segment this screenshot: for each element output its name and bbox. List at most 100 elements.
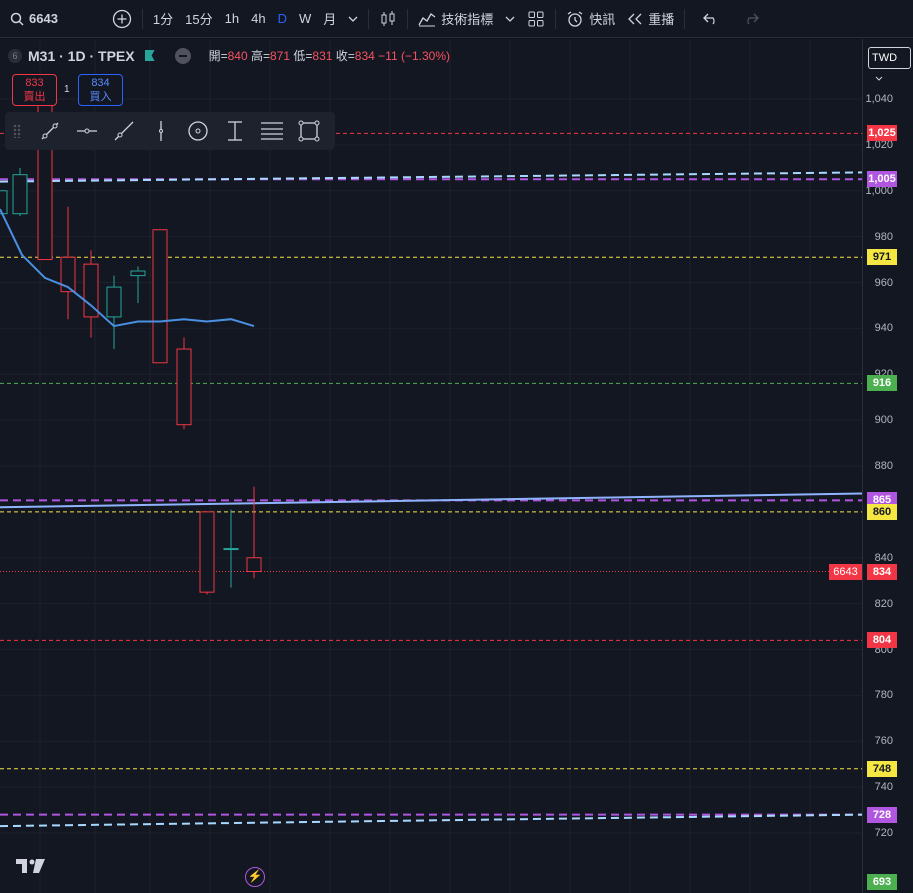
- open-value: 840: [227, 49, 248, 63]
- sell-button[interactable]: 833 賣出: [12, 74, 57, 106]
- currency-label: TWD: [872, 52, 898, 64]
- rectangle-tool[interactable]: [290, 112, 327, 150]
- interval-4h[interactable]: 4h: [251, 11, 266, 26]
- indicators-label: 技術指標: [441, 12, 494, 27]
- candle-body: [223, 548, 239, 551]
- interval-1mo[interactable]: 月: [323, 12, 337, 27]
- tradingview-logo-icon[interactable]: [16, 857, 46, 880]
- candle-body: [246, 557, 262, 573]
- flag-icon[interactable]: [144, 50, 155, 61]
- compare-button[interactable]: [106, 0, 138, 37]
- vertical-line-tool[interactable]: [142, 112, 179, 150]
- interval-1d[interactable]: D: [277, 11, 287, 26]
- horizontal-line-tool[interactable]: [68, 112, 105, 150]
- lightning-icon[interactable]: ⚡: [245, 867, 265, 887]
- fibonacci-icon: [260, 122, 283, 140]
- buy-price: 834: [91, 77, 110, 89]
- circle-icon: [187, 121, 208, 141]
- change-value: −11 (−1.30%): [378, 49, 450, 63]
- price-tick: 1,040: [865, 93, 893, 105]
- indicators-button[interactable]: 技術指標: [412, 0, 499, 37]
- open-label: 開=: [208, 49, 228, 63]
- candle-body: [106, 286, 122, 318]
- trend-line-upper: [0, 171, 862, 183]
- price-level-label-693[interactable]: 693: [867, 874, 897, 890]
- currency-selector[interactable]: TWD: [868, 47, 911, 81]
- candle-body: [199, 511, 215, 593]
- alert-button[interactable]: 快訊: [560, 0, 621, 37]
- price-tick: 840: [874, 551, 893, 564]
- candle-body: [12, 174, 28, 215]
- divider: [368, 8, 370, 29]
- candle-body: [176, 348, 192, 426]
- ohlc-values: 開=840 高=871 低=831 收=834 −11 (−1.30%): [209, 47, 450, 64]
- symbol-title[interactable]: M31 · 1D · TPEX: [28, 47, 135, 64]
- circle-tool[interactable]: [179, 112, 216, 150]
- price-tick: 740: [874, 781, 893, 794]
- price-tick: 960: [874, 276, 893, 289]
- undo-button[interactable]: [689, 0, 733, 37]
- price-level-label-1005[interactable]: 1,005: [867, 171, 897, 188]
- rewind-icon: [628, 13, 642, 24]
- price-level-label-971[interactable]: 971: [867, 249, 897, 266]
- chart-pane[interactable]: 6 M31 · 1D · TPEX 開=840 高=871 低=831 收=83…: [0, 39, 862, 893]
- candle-body: [130, 270, 146, 277]
- long-ma-line: [0, 492, 862, 509]
- legend-badge: 6: [8, 48, 22, 63]
- drag-handle-icon[interactable]: [13, 124, 21, 138]
- trade-quantity[interactable]: 1: [64, 84, 70, 95]
- replay-button[interactable]: 重播: [621, 0, 680, 37]
- redo-button[interactable]: [733, 0, 769, 37]
- divider: [555, 8, 557, 29]
- price-tick: 900: [874, 414, 893, 427]
- price-level-label-748[interactable]: 748: [867, 760, 897, 777]
- chevron-down-icon: [875, 76, 883, 81]
- ma-line: [0, 208, 255, 328]
- price-tick: 1,000: [865, 184, 893, 197]
- search-icon: [10, 12, 24, 26]
- layout-button[interactable]: [521, 0, 551, 37]
- trend-line-lower: [0, 813, 862, 828]
- chevron-down-icon: [505, 16, 515, 22]
- price-level-label-728[interactable]: 728: [867, 806, 897, 823]
- price-tick: 820: [874, 597, 893, 610]
- price-range-tool[interactable]: [216, 112, 253, 150]
- price-level-label-804[interactable]: 804: [867, 632, 897, 649]
- price-level-label-860[interactable]: 860: [867, 503, 897, 520]
- candle-body: [60, 256, 76, 293]
- interval-1m[interactable]: 1分: [152, 12, 174, 27]
- chart-legend: 6 M31 · 1D · TPEX 開=840 高=871 低=831 收=83…: [8, 47, 450, 64]
- indicators-dropdown[interactable]: [499, 0, 521, 37]
- alert-label: 快訊: [589, 12, 616, 27]
- divider: [684, 8, 686, 29]
- price-level-label-1025[interactable]: 1,025: [867, 125, 897, 142]
- chart-type-button[interactable]: [373, 0, 403, 37]
- price-scale[interactable]: TWD 1,040 1,020 1,000 980 960 940 920 900 880 840…: [862, 39, 913, 893]
- price-tick: 760: [874, 735, 893, 748]
- fib-tool[interactable]: [253, 112, 290, 150]
- last-price-symbol-tag: 6643: [829, 563, 862, 580]
- buy-button[interactable]: 834 買入: [78, 74, 123, 106]
- interval-1w[interactable]: W: [298, 11, 312, 26]
- price-tick: 780: [874, 689, 893, 702]
- price-level-label-916[interactable]: 916: [867, 375, 897, 392]
- high-value: 871: [270, 49, 291, 63]
- price-tick: 880: [874, 460, 893, 472]
- low-value: 831: [312, 49, 333, 63]
- vertical-line-icon: [158, 121, 163, 141]
- interval-15m[interactable]: 15分: [185, 12, 213, 27]
- ray-tool[interactable]: [105, 112, 142, 150]
- price-level-label-834[interactable]: 834: [867, 563, 897, 580]
- chart-canvas[interactable]: [0, 39, 862, 893]
- close-label: 收=: [335, 49, 355, 63]
- layout-grid-icon: [528, 11, 544, 26]
- minus-circle-icon[interactable]: [174, 47, 191, 64]
- alarm-clock-icon: [567, 10, 583, 27]
- symbol-search-button[interactable]: 6643: [0, 0, 64, 37]
- undo-icon: [703, 13, 715, 24]
- candles-icon: [381, 10, 395, 26]
- candle-body: [152, 229, 168, 364]
- trend-line-tool[interactable]: [31, 112, 68, 150]
- interval-dropdown[interactable]: [342, 0, 364, 37]
- interval-1h[interactable]: 1h: [224, 11, 240, 26]
